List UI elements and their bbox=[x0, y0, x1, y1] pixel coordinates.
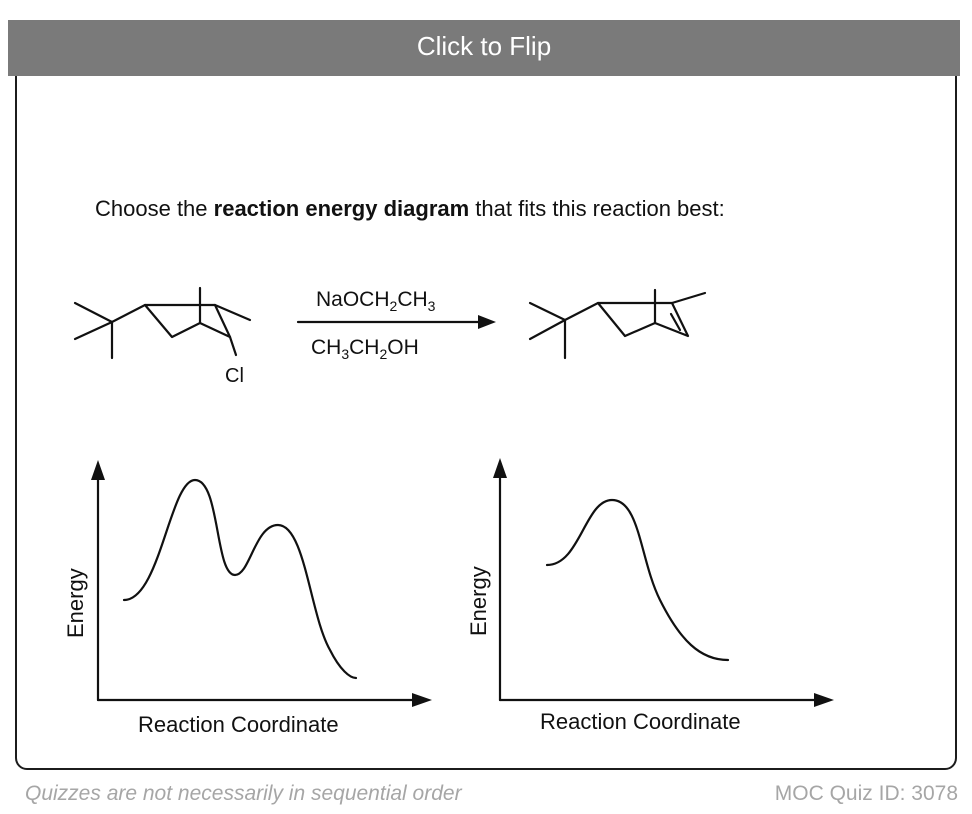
question-text: Choose the reaction energy diagram that … bbox=[95, 196, 725, 222]
leaving-group-label: Cl bbox=[225, 365, 244, 387]
diagram2-y-arrowhead bbox=[493, 458, 507, 478]
diagram1-y-arrowhead bbox=[91, 460, 105, 480]
quiz-id: MOC Quiz ID: 3078 bbox=[774, 782, 958, 805]
diagram2-xlabel: Reaction Coordinate bbox=[540, 709, 741, 734]
diagram2-x-arrowhead bbox=[814, 693, 834, 707]
question-emphasis: reaction energy diagram bbox=[213, 196, 470, 221]
diagram1-ylabel: Energy bbox=[63, 568, 88, 638]
flashcard[interactable] bbox=[15, 26, 957, 770]
energy-diagram-2 bbox=[498, 473, 822, 702]
sequence-note: Quizzes are not necessarily in sequentia… bbox=[25, 782, 462, 805]
reagent-bottom-label: CH3CH2OH bbox=[311, 336, 419, 362]
energy-diagram-1 bbox=[96, 473, 422, 702]
diagram2-ylabel: Energy bbox=[466, 566, 491, 636]
diagram1-xlabel: Reaction Coordinate bbox=[138, 712, 339, 737]
diagram1-x-arrowhead bbox=[412, 693, 432, 707]
reaction-arrowhead bbox=[478, 315, 496, 329]
question-prefix: Choose the bbox=[95, 196, 214, 221]
click-to-flip-button[interactable]: Click to Flip bbox=[8, 20, 960, 76]
reactant-molecule bbox=[73, 286, 252, 360]
reagent-top-label: NaOCH2CH3 bbox=[316, 288, 436, 314]
question-suffix: that fits this reaction best: bbox=[469, 196, 725, 221]
product-molecule bbox=[528, 288, 707, 360]
